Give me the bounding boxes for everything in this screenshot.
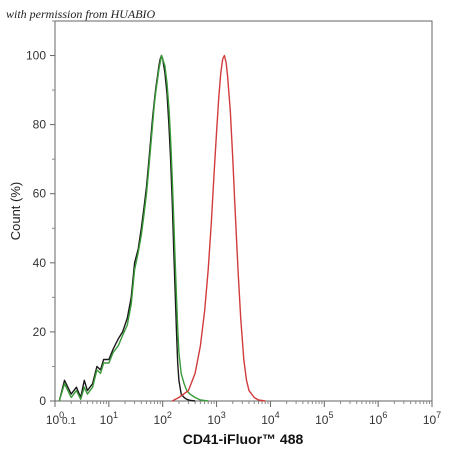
x-tick-label: 101 — [100, 410, 118, 427]
plot-frame — [54, 20, 433, 402]
x-tick-label: 106 — [369, 410, 387, 427]
x-axis-title: CD41-iFluor™ 488 — [183, 431, 304, 447]
y-tick-label: 60 — [33, 187, 47, 201]
y-tick-label: 20 — [33, 325, 47, 339]
series-line-2 — [58, 54, 209, 402]
x-axis-ticks: 100 101 102 103 104 105 106 107 0.1 — [46, 401, 441, 427]
series-layer — [58, 54, 266, 402]
y-tick-label: 0 — [39, 394, 46, 408]
x-minor-tick-label: 0.1 — [62, 416, 76, 427]
watermark-text: with permission from HUABIO — [6, 7, 156, 21]
y-tick-label: 80 — [33, 118, 47, 132]
x-tick-label: 100 — [46, 410, 64, 427]
y-tick-label: 40 — [33, 256, 47, 270]
x-tick-label: 104 — [261, 410, 279, 427]
y-axis-ticks: 0 20 40 60 80 100 — [26, 20, 55, 408]
series-line-3 — [171, 54, 266, 402]
y-tick-label: 100 — [26, 49, 46, 63]
y-axis-title: Count (%) — [8, 182, 23, 241]
x-tick-label: 107 — [423, 410, 441, 427]
x-tick-label: 102 — [154, 410, 172, 427]
x-tick-label: 103 — [207, 410, 225, 427]
x-tick-label: 105 — [315, 410, 333, 427]
